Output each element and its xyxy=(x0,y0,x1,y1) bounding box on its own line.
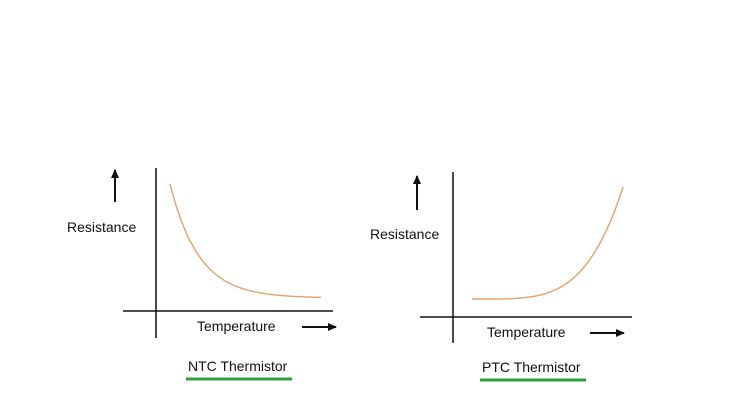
ptc-caption: PTC Thermistor xyxy=(482,359,581,375)
ntc-caption: NTC Thermistor xyxy=(188,358,288,374)
ptc-x-label: Temperature xyxy=(487,324,566,340)
ntc-y-label: Resistance xyxy=(67,219,136,235)
ptc-curve xyxy=(472,186,624,300)
ptc-y-label: Resistance xyxy=(370,226,439,242)
ntc-curve xyxy=(169,183,322,299)
ntc-x-label: Temperature xyxy=(197,318,276,334)
ntc-panel: Resistance Temperature NTC Thermistor xyxy=(67,168,337,381)
ptc-panel: Resistance Temperature PTC Thermistor xyxy=(370,172,632,382)
